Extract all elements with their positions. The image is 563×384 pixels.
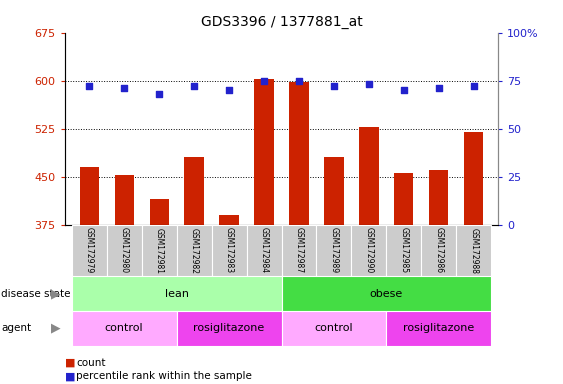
Text: disease state: disease state	[1, 289, 70, 299]
Bar	[114, 175, 134, 225]
Point	[294, 78, 303, 84]
Text: ■: ■	[65, 358, 79, 368]
Bar	[72, 311, 177, 346]
Point	[399, 87, 408, 93]
Text: lean: lean	[164, 289, 189, 299]
Bar	[394, 174, 413, 225]
Point	[434, 85, 443, 91]
Text: GSM172985: GSM172985	[399, 227, 408, 274]
Bar	[464, 132, 484, 225]
Bar	[150, 199, 169, 225]
Text: GSM172990: GSM172990	[364, 227, 373, 274]
Title: GDS3396 / 1377881_at: GDS3396 / 1377881_at	[200, 15, 363, 29]
Bar	[316, 225, 351, 276]
Bar	[282, 276, 491, 311]
Bar	[79, 167, 99, 225]
Bar	[107, 225, 142, 276]
Point	[364, 81, 373, 88]
Text: obese: obese	[370, 289, 403, 299]
Point	[470, 83, 479, 89]
Bar	[254, 79, 274, 225]
Bar	[72, 276, 282, 311]
Bar	[212, 225, 247, 276]
Bar	[177, 225, 212, 276]
Text: ▶: ▶	[51, 322, 61, 335]
Bar	[289, 82, 309, 225]
Bar	[177, 311, 282, 346]
Text: GSM172984: GSM172984	[260, 227, 269, 274]
Text: ▶: ▶	[51, 287, 61, 300]
Text: GSM172979: GSM172979	[84, 227, 93, 274]
Point	[260, 78, 269, 84]
Bar	[282, 225, 316, 276]
Point	[155, 91, 164, 97]
Bar	[456, 225, 491, 276]
Bar	[351, 225, 386, 276]
Text: GSM172989: GSM172989	[329, 227, 338, 274]
Text: rosiglitazone: rosiglitazone	[194, 323, 265, 333]
Text: GSM172986: GSM172986	[434, 227, 443, 274]
Point	[329, 83, 338, 89]
Text: GSM172980: GSM172980	[120, 227, 129, 274]
Bar	[220, 215, 239, 225]
Text: count: count	[76, 358, 105, 368]
Text: GSM172981: GSM172981	[155, 228, 164, 273]
Text: agent: agent	[1, 323, 32, 333]
Text: ■: ■	[65, 371, 79, 381]
Text: percentile rank within the sample: percentile rank within the sample	[76, 371, 252, 381]
Bar	[185, 157, 204, 225]
Point	[225, 87, 234, 93]
Bar	[247, 225, 282, 276]
Text: GSM172982: GSM172982	[190, 228, 199, 273]
Bar	[142, 225, 177, 276]
Point	[120, 85, 129, 91]
Text: GSM172988: GSM172988	[470, 228, 479, 273]
Bar	[421, 225, 456, 276]
Point	[190, 83, 199, 89]
Text: control: control	[315, 323, 353, 333]
Bar	[429, 170, 449, 225]
Text: GSM172983: GSM172983	[225, 227, 234, 274]
Bar	[386, 311, 491, 346]
Bar	[359, 127, 378, 225]
Text: control: control	[105, 323, 144, 333]
Text: GSM172987: GSM172987	[294, 227, 303, 274]
Text: rosiglitazone: rosiglitazone	[403, 323, 475, 333]
Bar	[324, 157, 343, 225]
Point	[84, 83, 93, 89]
Bar	[282, 311, 386, 346]
Bar	[386, 225, 421, 276]
Bar	[72, 225, 107, 276]
